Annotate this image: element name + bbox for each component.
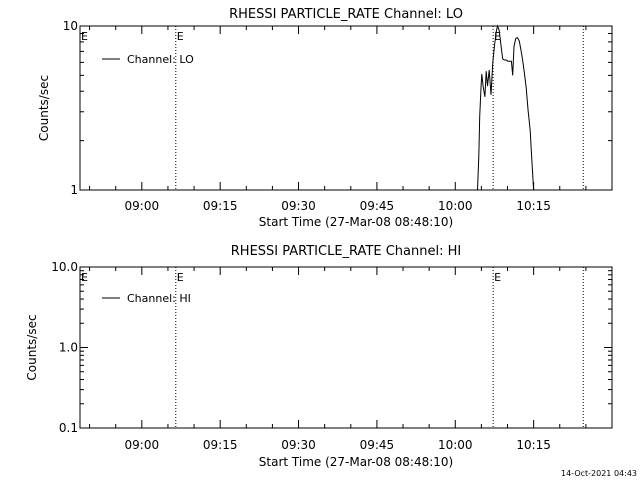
plot-frame [79, 25, 613, 191]
event-marker-label: E [494, 271, 501, 284]
x-tick-label: 09:00 [125, 199, 160, 213]
legend-label: Channel: HI [127, 292, 191, 305]
legend-label: Channel: LO [127, 53, 194, 66]
y-tick-label: 1.0 [59, 341, 78, 355]
edge-marker-label: E [81, 271, 88, 284]
chart-panel-hi: RHESSI PARTICLE_RATE Channel: HI Start Ti… [25, 244, 613, 469]
x-tick-label: 09:30 [281, 199, 316, 213]
event-marker-label: E [177, 271, 184, 284]
x-tick-label: 10:00 [438, 438, 473, 452]
event-marker-label: E [177, 30, 184, 43]
y-tick-label: 10.0 [51, 260, 78, 274]
x-tick-label: 09:00 [125, 438, 160, 452]
x-tick-label: 09:45 [360, 438, 395, 452]
x-tick-label: 09:15 [203, 199, 238, 213]
x-axis-label: Start Time (27-Mar-08 08:48:10) [259, 215, 453, 229]
x-tick-label: 10:00 [438, 199, 473, 213]
x-tick-label: 09:30 [281, 438, 316, 452]
x-tick-label: 09:45 [360, 199, 395, 213]
y-tick-label: 1 [70, 183, 78, 197]
y-axis-label: Counts/sec [25, 314, 39, 380]
x-tick-label: 10:15 [516, 438, 551, 452]
chart-title: RHESSI PARTICLE_RATE Channel: LO [229, 7, 463, 22]
y-tick-label: 0.1 [59, 421, 78, 435]
edge-marker-label: E [81, 30, 88, 43]
x-tick-label: 10:15 [516, 199, 551, 213]
footer-timestamp: 14-Oct-2021 04:43 [561, 469, 637, 478]
y-tick-label: 10 [63, 19, 78, 33]
series-line [477, 24, 535, 191]
y-axis-label: Counts/sec [37, 75, 51, 141]
x-tick-label: 09:15 [203, 438, 238, 452]
x-axis-label: Start Time (27-Mar-08 08:48:10) [259, 455, 453, 469]
chart-panel-lo: RHESSI PARTICLE_RATE Channel: LO Start Ti… [37, 7, 613, 229]
chart-title: RHESSI PARTICLE_RATE Channel: HI [231, 244, 461, 259]
event-marker-label: E [494, 30, 501, 43]
